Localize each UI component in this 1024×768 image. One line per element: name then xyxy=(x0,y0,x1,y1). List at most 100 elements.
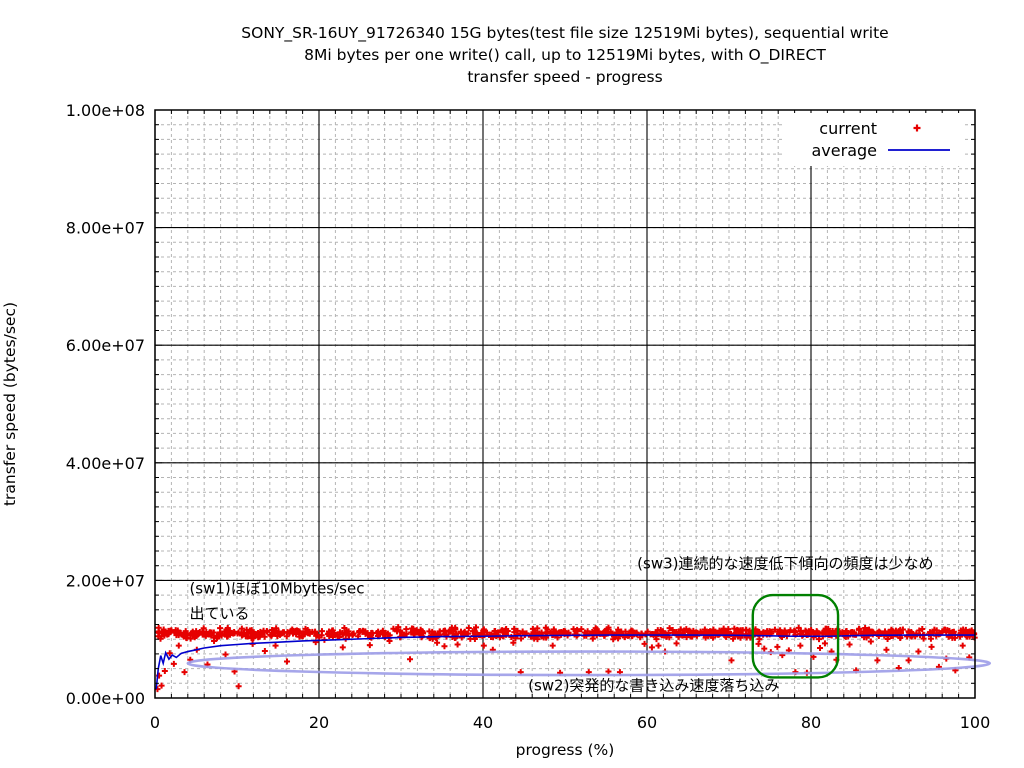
current-data-point xyxy=(181,669,188,676)
current-data-point xyxy=(296,628,303,635)
x-tick-label: 20 xyxy=(309,713,329,732)
plot-frame-layer: 0 20 40 60 80 100 0.00e+00 2.00e+07 4.00e+07 6.00… xyxy=(66,101,991,732)
current-data-point xyxy=(298,632,305,639)
current-data-point xyxy=(214,633,221,640)
current-data-point xyxy=(797,628,804,635)
current-data-point xyxy=(193,633,200,640)
current-data-point xyxy=(407,656,414,663)
current-data-point xyxy=(677,626,684,633)
current-data-point xyxy=(217,629,224,636)
current-points-layer xyxy=(154,624,978,693)
sw3-annotation-text: (sw3)連続的な速度低下傾向の頻度は少なめ xyxy=(637,555,933,573)
sw2-annotation-text: (sw2)突発的な書き込み速度落ち込み xyxy=(528,676,779,694)
chart-title-line1: SONY_SR-16UY_91726340 15G bytes(test fil… xyxy=(241,24,888,43)
current-data-point xyxy=(350,630,357,637)
current-data-point xyxy=(865,626,872,633)
current-data-point xyxy=(339,644,346,651)
current-data-point xyxy=(549,642,556,649)
current-data-point xyxy=(235,629,242,636)
current-data-point xyxy=(386,637,393,644)
grid-layer xyxy=(154,109,976,699)
current-data-point xyxy=(570,626,577,633)
current-data-point xyxy=(343,627,350,634)
current-data-point xyxy=(681,627,688,634)
current-data-point xyxy=(774,643,781,650)
y-tick-label: 6.00e+07 xyxy=(66,336,145,355)
current-data-point xyxy=(211,637,218,644)
current-data-point xyxy=(771,626,778,633)
current-data-point xyxy=(248,635,255,642)
current-data-point xyxy=(927,635,934,642)
current-data-point xyxy=(384,630,391,637)
y-tick-label: 4.00e+07 xyxy=(66,454,145,473)
current-data-point xyxy=(655,642,662,649)
current-data-point xyxy=(487,634,494,641)
average-line xyxy=(155,634,975,690)
current-data-point xyxy=(697,628,704,635)
annotation-layer: (sw1)ほぼ10Mbytes/sec 出ている (sw3)連続的な速度低下傾向の頻… xyxy=(186,555,992,694)
current-data-point xyxy=(161,667,168,674)
current-data-point xyxy=(842,628,849,635)
current-data-point xyxy=(849,629,856,636)
current-data-point xyxy=(222,651,229,658)
current-data-point xyxy=(915,648,922,655)
current-data-point xyxy=(931,626,938,633)
current-data-point xyxy=(795,624,802,631)
current-data-point xyxy=(180,633,187,640)
current-data-point xyxy=(286,630,293,637)
current-data-point xyxy=(537,631,544,638)
y-tick-label: 8.00e+07 xyxy=(66,219,145,238)
current-data-point xyxy=(560,628,567,635)
current-data-point xyxy=(821,628,828,635)
current-data-point xyxy=(856,625,863,632)
sw2-ellipse-annotation xyxy=(186,650,992,677)
chart-title-line3: transfer speed - progress xyxy=(467,68,662,86)
current-data-point xyxy=(394,628,401,635)
current-data-point xyxy=(731,625,738,632)
current-data-point xyxy=(469,628,476,635)
current-data-point xyxy=(227,629,234,636)
current-data-point xyxy=(302,625,309,632)
current-data-point xyxy=(314,631,321,638)
y-tick-label: 0.00e+00 xyxy=(66,689,145,708)
current-data-point xyxy=(318,628,325,635)
current-data-point xyxy=(235,683,242,690)
current-data-point xyxy=(325,630,332,637)
current-data-point xyxy=(362,628,369,635)
current-data-point xyxy=(166,650,173,657)
current-data-point xyxy=(737,627,744,634)
current-data-point xyxy=(441,643,448,650)
current-data-point xyxy=(511,625,518,632)
current-data-point xyxy=(379,630,386,637)
current-data-point xyxy=(504,627,511,634)
current-data-point xyxy=(452,626,459,633)
current-data-point xyxy=(846,641,853,648)
current-data-point xyxy=(278,630,285,637)
current-data-point xyxy=(754,629,761,636)
current-data-point xyxy=(584,628,591,635)
current-data-point xyxy=(508,633,515,640)
current-data-point xyxy=(188,630,195,637)
x-tick-label: 0 xyxy=(150,713,160,732)
current-data-point xyxy=(202,632,209,639)
current-data-point xyxy=(244,633,251,640)
current-data-point xyxy=(182,628,189,635)
current-data-point xyxy=(971,631,978,638)
sw3-box-annotation xyxy=(751,593,840,679)
current-data-point xyxy=(776,627,783,634)
current-data-point xyxy=(603,626,610,633)
current-data-point xyxy=(510,639,517,646)
chart-title-line2: 8Mi bytes per one write() call, up to 12… xyxy=(304,46,826,65)
current-data-point xyxy=(733,631,740,638)
x-tick-label: 40 xyxy=(473,713,493,732)
current-data-point xyxy=(761,645,768,652)
current-data-point xyxy=(743,626,750,633)
current-data-point xyxy=(919,626,926,633)
x-tick-label: 100 xyxy=(960,713,991,732)
x-axis-label: progress (%) xyxy=(516,741,615,759)
legend-background xyxy=(782,113,965,166)
current-data-point xyxy=(959,642,966,649)
current-data-point xyxy=(702,628,709,635)
current-data-point xyxy=(883,646,890,653)
